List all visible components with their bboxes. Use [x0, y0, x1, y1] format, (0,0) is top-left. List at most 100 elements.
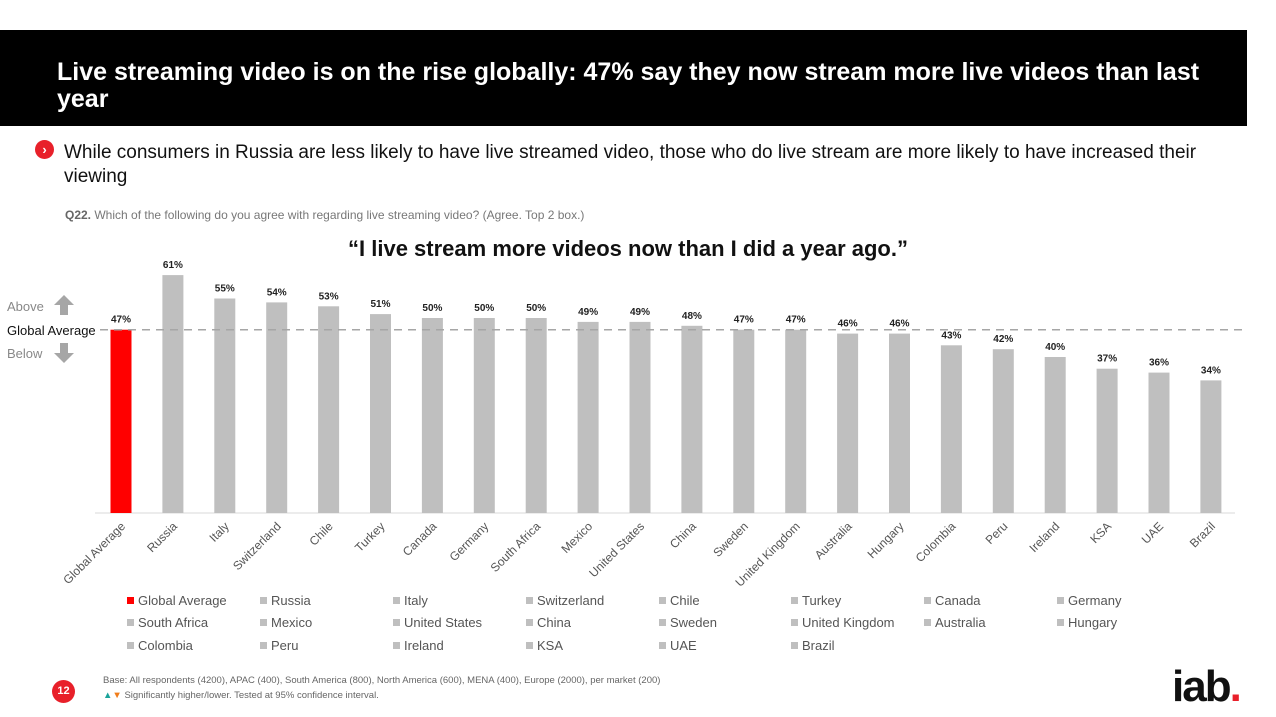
- bar-italy: [214, 298, 236, 513]
- legend-item: Canada: [924, 593, 981, 608]
- category-label: Brazil: [1187, 519, 1218, 550]
- legend-swatch: [791, 619, 798, 626]
- data-label: 42%: [993, 334, 1013, 345]
- legend-item: China: [526, 615, 571, 630]
- legend-swatch: [127, 597, 134, 604]
- legend-item: Hungary: [1057, 615, 1117, 630]
- bar-switzerland: [266, 302, 288, 513]
- data-label: 61%: [163, 260, 183, 271]
- down-triangle-icon: ▼: [112, 690, 122, 701]
- legend-item: United States: [393, 615, 482, 630]
- category-label: Chile: [306, 519, 335, 548]
- legend-label: Switzerland: [537, 593, 605, 608]
- legend-label: Sweden: [670, 615, 717, 630]
- category-label: Germany: [447, 519, 492, 564]
- legend-label: Chile: [670, 593, 700, 608]
- legend-item: Global Average: [127, 593, 227, 608]
- legend-swatch: [924, 597, 931, 604]
- legend-item: UAE: [659, 638, 697, 653]
- category-label: Italy: [206, 519, 231, 544]
- above-label: Above: [7, 299, 44, 314]
- legend-swatch: [791, 642, 798, 649]
- legend-swatch: [659, 597, 666, 604]
- bar-germany: [473, 318, 495, 513]
- category-label: Colombia: [913, 519, 959, 565]
- legend-item: Italy: [393, 593, 428, 608]
- data-label: 43%: [941, 330, 961, 341]
- legend-label: Brazil: [802, 638, 835, 653]
- category-label: Canada: [400, 519, 440, 559]
- legend-item: South Africa: [127, 615, 208, 630]
- category-label: Peru: [983, 519, 1011, 547]
- legend-swatch: [260, 597, 267, 604]
- category-label: Mexico: [558, 519, 595, 556]
- legend-item: Mexico: [260, 615, 312, 630]
- category-label: UAE: [1139, 519, 1166, 546]
- data-label: 47%: [734, 315, 754, 326]
- page-number: 12: [52, 680, 75, 703]
- logo-text: iab: [1172, 662, 1232, 711]
- data-label: 40%: [1045, 342, 1065, 353]
- legend-swatch: [393, 597, 400, 604]
- chart-title: “I live stream more videos now than I di…: [0, 236, 1276, 262]
- bar-ksa: [1096, 368, 1118, 513]
- question: Q22. Which of the following do you agree…: [65, 208, 584, 222]
- data-label: 50%: [474, 303, 494, 314]
- bar-ireland: [1044, 357, 1066, 513]
- legend-item: Ireland: [393, 638, 444, 653]
- data-label: 55%: [215, 284, 235, 295]
- data-label: 54%: [267, 287, 287, 298]
- legend-item: Turkey: [791, 593, 841, 608]
- category-label: Ireland: [1026, 519, 1062, 555]
- category-label: Sweden: [710, 519, 751, 560]
- legend-label: Mexico: [271, 615, 313, 630]
- chevron-right-icon: ›: [35, 140, 54, 159]
- data-label: 53%: [319, 291, 339, 302]
- bar-south-africa: [525, 318, 547, 513]
- legend-swatch: [526, 619, 533, 626]
- data-label: 48%: [682, 311, 702, 322]
- bar-sweden: [733, 329, 755, 513]
- bar-united-states: [629, 321, 651, 513]
- data-label: 47%: [111, 315, 131, 326]
- slide-title: Live streaming video is on the rise glob…: [57, 58, 1200, 113]
- legend-swatch: [526, 597, 533, 604]
- data-label: 49%: [578, 307, 598, 318]
- legend-swatch: [127, 642, 134, 649]
- data-label: 46%: [838, 319, 858, 330]
- legend-item: Chile: [659, 593, 700, 608]
- data-label: 34%: [1201, 365, 1221, 376]
- question-text: Which of the following do you agree with…: [94, 208, 585, 222]
- legend-item: KSA: [526, 638, 563, 653]
- question-code: Q22.: [65, 208, 92, 222]
- legend-label: United Kingdom: [802, 615, 895, 630]
- chart-title-text: “I live stream more videos now than I di…: [348, 236, 908, 261]
- legend-item: Brazil: [791, 638, 835, 653]
- category-label: Turkey: [352, 519, 388, 555]
- legend-swatch: [924, 619, 931, 626]
- data-label: 37%: [1097, 354, 1117, 365]
- up-down-arrows-icon: [54, 295, 74, 363]
- bar-global-average: [110, 329, 132, 513]
- bar-turkey: [370, 314, 391, 513]
- bar-united-kingdom: [785, 329, 807, 513]
- data-label: 50%: [422, 303, 442, 314]
- data-label: 51%: [370, 299, 390, 310]
- legend-swatch: [659, 619, 666, 626]
- legend-swatch: [127, 619, 134, 626]
- data-label: 49%: [630, 307, 650, 318]
- bar-canada: [421, 318, 443, 513]
- legend-label: Russia: [271, 593, 311, 608]
- bar-chile: [318, 306, 340, 513]
- bar-china: [681, 325, 703, 513]
- data-label: 46%: [889, 319, 909, 330]
- legend-swatch: [659, 642, 666, 649]
- legend-swatch: [393, 619, 400, 626]
- below-label: Below: [7, 346, 43, 361]
- legend-label: United States: [404, 615, 483, 630]
- bar-russia: [162, 275, 184, 513]
- legend-label: South Africa: [138, 615, 209, 630]
- legend-swatch: [791, 597, 798, 604]
- category-label: KSA: [1087, 519, 1114, 546]
